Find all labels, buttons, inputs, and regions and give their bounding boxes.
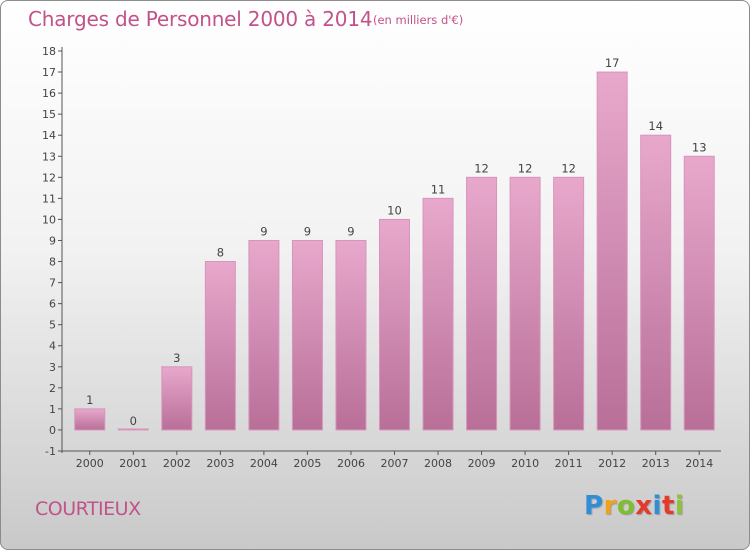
y-tick-label: 9: [49, 234, 56, 247]
data-label: 9: [347, 224, 354, 238]
logo-letter: x: [635, 491, 653, 521]
bar-2013[interactable]: [640, 134, 672, 431]
x-axis-labels: 2000 2001 2002 2003 2004 2005 2006 2007 2008 2009…: [76, 457, 713, 470]
bar-2008[interactable]: [422, 197, 454, 431]
x-tick-label: 2013: [642, 457, 670, 470]
chart-axes: [58, 47, 721, 455]
data-label: 12: [518, 161, 533, 175]
bar-2001[interactable]: [117, 428, 149, 431]
y-tick-label: 0: [49, 424, 56, 437]
logo-letter: r: [603, 491, 617, 521]
data-label: 17: [605, 56, 620, 70]
y-tick-label: 1: [49, 403, 56, 416]
x-tick-label: 2005: [293, 457, 321, 470]
y-tick-label: 17: [42, 66, 56, 79]
y-tick-label: 14: [42, 129, 56, 142]
bar-2011[interactable]: [553, 176, 585, 431]
bar-2009[interactable]: [466, 176, 498, 431]
bar-2012[interactable]: [596, 71, 628, 431]
x-tick-label: 2008: [424, 457, 452, 470]
bar-2003[interactable]: [204, 261, 236, 431]
bar-2004[interactable]: [248, 239, 280, 431]
data-label: 12: [561, 161, 576, 175]
proxiti-logo[interactable]: Proxiti: [584, 491, 684, 521]
y-tick-label: 6: [49, 298, 56, 311]
y-tick-label: 12: [42, 171, 56, 184]
bar-2000[interactable]: [74, 408, 106, 431]
data-label: 8: [217, 246, 224, 260]
data-label: 0: [130, 414, 137, 428]
logo-letter: t: [661, 491, 675, 521]
data-label: 11: [431, 182, 446, 196]
bar-2010[interactable]: [509, 176, 541, 431]
x-tick-label: 2004: [250, 457, 278, 470]
y-tick-label: 16: [42, 87, 56, 100]
x-tick-label: 2007: [381, 457, 409, 470]
data-label: 10: [387, 203, 402, 217]
y-tick-label: 18: [42, 45, 56, 58]
y-tick-label: 2: [49, 382, 56, 395]
x-tick-label: 2010: [511, 457, 539, 470]
bar-2014[interactable]: [683, 155, 715, 431]
y-tick-label: 11: [42, 192, 56, 205]
chart-bars: [74, 71, 715, 431]
data-label: 13: [692, 140, 707, 154]
x-tick-label: 2001: [119, 457, 147, 470]
logo-letter: P: [584, 491, 604, 521]
y-tick-label: -1: [45, 445, 56, 458]
bar-2007[interactable]: [379, 218, 410, 431]
y-tick-label: 5: [49, 319, 56, 332]
data-label: 9: [260, 224, 267, 238]
y-tick-label: 4: [49, 340, 56, 353]
y-tick-label: 7: [49, 277, 56, 290]
x-tick-label: 2009: [468, 457, 496, 470]
chart-subtitle: (en milliers d'€): [373, 13, 464, 27]
data-label: 12: [474, 161, 489, 175]
x-tick-label: 2014: [685, 457, 713, 470]
chart-title: Charges de Personnel 2000 à 2014: [28, 7, 373, 31]
y-tick-label: 3: [49, 361, 56, 374]
y-tick-label: 15: [42, 108, 56, 121]
data-label: 1: [86, 393, 93, 407]
logo-letter: i: [674, 491, 685, 521]
x-tick-label: 2000: [76, 457, 104, 470]
x-tick-label: 2003: [206, 457, 234, 470]
x-tick-label: 2006: [337, 457, 365, 470]
x-tick-label: 2002: [163, 457, 191, 470]
data-label: 14: [648, 119, 663, 133]
data-label: 9: [304, 224, 311, 238]
y-tick-label: 13: [42, 150, 56, 163]
commune-name: COURTIEUX: [35, 498, 141, 520]
bar-2006[interactable]: [335, 239, 367, 431]
x-tick-label: 2011: [555, 457, 583, 470]
data-label: 3: [173, 351, 180, 365]
bar-2002[interactable]: [161, 366, 193, 431]
y-tick-label: 10: [42, 213, 56, 226]
x-tick-label: 2012: [598, 457, 626, 470]
bar-2005[interactable]: [291, 239, 323, 431]
y-tick-label: 8: [49, 256, 56, 269]
logo-letter: i: [652, 491, 662, 521]
logo-letter: o: [616, 491, 636, 521]
